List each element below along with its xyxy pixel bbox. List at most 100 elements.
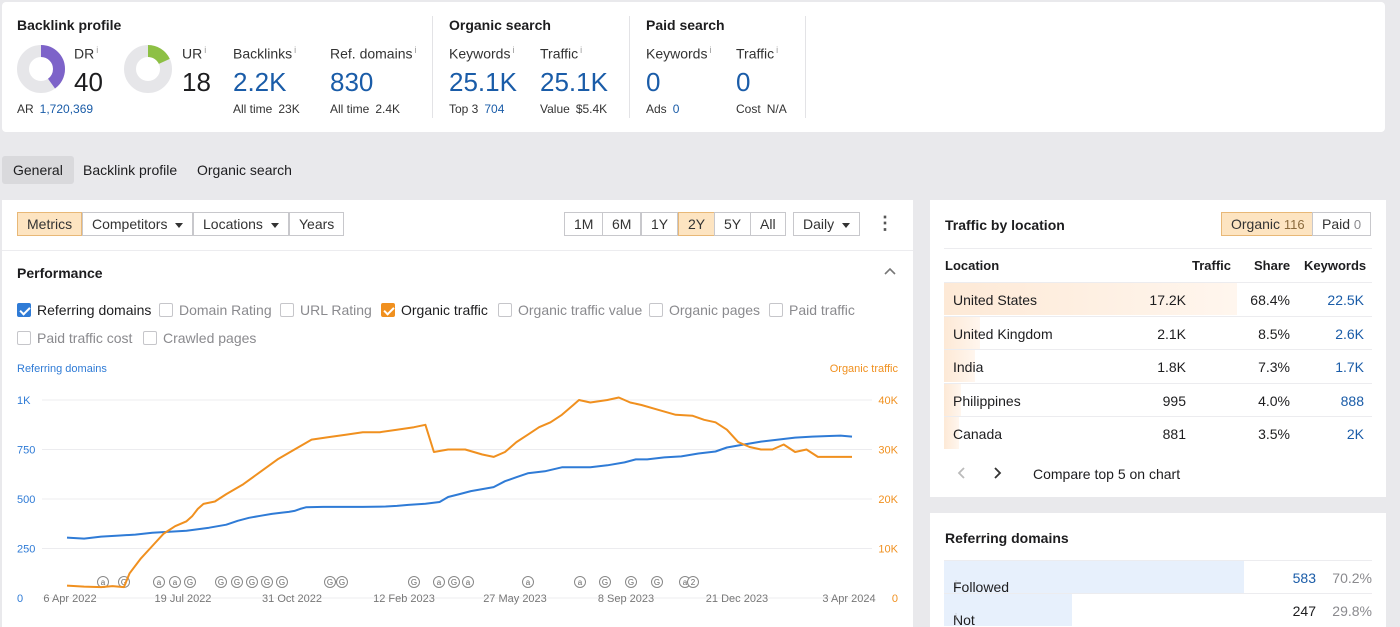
location-keywords[interactable]: 1.7K [1335,359,1364,375]
dr-value: 40 [74,67,103,97]
checkbox-box[interactable] [498,303,512,317]
location-name[interactable]: United States [953,292,1038,308]
location-traffic: 2.1K [1157,325,1186,342]
performance-chart[interactable]: Referring domains Organic traffic 1K 40K 750… [2,360,913,627]
checkbox-box[interactable] [143,331,157,345]
location-row[interactable]: Canada 881 3.5% 2K [944,416,1372,449]
checkbox-box[interactable] [17,331,31,345]
annotation-marker [522,576,534,588]
location-name[interactable]: United Kingdom [953,325,1053,342]
referring-type-value[interactable]: 247 [1292,603,1316,619]
chevron-left-icon[interactable] [957,466,967,480]
ur-label: UR i [182,45,207,62]
checkbox-referring-domains[interactable]: Referring domains [17,302,151,318]
more-menu-icon[interactable]: ⋮ [876,213,894,233]
years-button[interactable]: Years [289,212,345,236]
annotation-marker [324,576,336,588]
range-all-button[interactable]: All [750,212,786,236]
checkbox-domain-rating[interactable]: Domain Rating [159,302,272,318]
ref-domains-value[interactable]: 830 [330,67,374,97]
annotation-marker [184,576,196,588]
referring-domains-row[interactable]: Not followedi24729.8% [944,593,1372,627]
location-keywords[interactable]: 22.5K [1327,292,1364,308]
annotation-marker-label: G [602,578,608,587]
annotation-marker-label: a [526,578,531,587]
checkbox-organic-traffic[interactable]: Organic traffic [381,302,488,318]
share-bar [944,283,1237,315]
location-traffic: 881 [1162,426,1186,442]
checkbox-box[interactable] [649,303,663,317]
checkbox-box[interactable] [17,303,31,317]
locations-dropdown[interactable]: Locations [193,212,289,236]
share-bar [944,350,975,382]
traffic-by-location-card: Traffic by location Organic 116 Paid 0 L… [930,200,1386,497]
organic-traffic-value[interactable]: 25.1K [540,67,608,97]
divider [432,16,433,118]
location-keywords[interactable]: 2K [1346,426,1364,442]
checkbox-paid-traffic-cost[interactable]: Paid traffic cost [17,330,132,346]
right-tick-label: 20K [878,494,898,506]
organic-toggle[interactable]: Organic 116 [1221,212,1315,236]
annotation-marker [574,576,586,588]
tab-backlink-profile[interactable]: Backlink profile [83,162,178,178]
backlinks-value[interactable]: 2.2K [233,67,287,97]
location-keywords[interactable]: 888 [1340,392,1364,409]
location-row[interactable]: United States 17.2K 68.4% 22.5K [944,282,1372,315]
competitors-dropdown[interactable]: Competitors [82,212,194,236]
left-tick-label: 500 [17,494,35,506]
location-row[interactable]: United Kingdom 2.1K 8.5% 2.6K [944,315,1372,349]
annotation-marker [408,576,420,588]
checkbox-box[interactable] [769,303,783,317]
annotation-marker-label: a [101,578,106,587]
tab-general[interactable]: General [2,156,74,184]
x-tick-label: 3 Apr 2024 [822,593,875,605]
location-keywords[interactable]: 2.6K [1335,325,1364,342]
share-bar [944,417,959,449]
range-5y-button[interactable]: 5Y [714,212,752,236]
tab-organic-search[interactable]: Organic search [197,162,292,178]
divider [805,16,806,118]
range-6m-button[interactable]: 6M [602,212,642,236]
referring-type-value[interactable]: 583 [1292,570,1316,586]
referring-domains-row[interactable]: Followed i 583 70.2% [944,560,1372,595]
left-tick-label: 1K [17,395,31,407]
col-share: Share [1254,258,1291,273]
checkbox-box[interactable] [280,303,294,317]
checkbox-organic-pages[interactable]: Organic pages [649,302,760,318]
location-row[interactable]: Philippines 995 4.0% 888 [944,382,1372,416]
col-keywords: Keywords [1304,258,1367,273]
annotation-marker-label: G [121,578,127,587]
annotation-marker-label: G [451,578,457,587]
checkbox-url-rating[interactable]: URL Rating [280,302,372,318]
paid-toggle[interactable]: Paid 0 [1312,212,1372,236]
location-name[interactable]: India [953,359,984,375]
ref-domains-all-time: All time 2.4K [330,102,401,116]
paid-keywords-value[interactable]: 0 [646,67,661,97]
checkbox-paid-traffic[interactable]: Paid traffic [769,302,855,318]
chevron-right-icon[interactable] [992,466,1002,480]
paid-traffic-value[interactable]: 0 [736,67,751,97]
range-1y-button[interactable]: 1Y [641,212,679,236]
annotation-marker-label: 2 [691,578,696,587]
checkbox-box[interactable] [381,303,395,317]
chevron-up-icon[interactable] [883,266,897,276]
metrics-button[interactable]: Metrics [17,212,83,236]
range-1m-button[interactable]: 1M [564,212,604,236]
location-row[interactable]: India 1.8K 7.3% 1.7K [944,349,1372,382]
interval-dropdown[interactable]: Daily [793,212,861,236]
checkbox-organic-traffic-value[interactable]: Organic traffic value [498,302,642,318]
divider [944,248,1372,249]
ar-value[interactable]: 1,720,369 [39,102,94,116]
location-name[interactable]: Philippines [953,392,1021,409]
range-2y-button[interactable]: 2Y [678,212,716,236]
organic-keywords-value[interactable]: 25.1K [449,67,517,97]
annotation-marker-label: G [628,578,634,587]
checkbox-crawled-pages[interactable]: Crawled pages [143,330,256,346]
traffic-value-row: Value $5.4K [540,102,608,116]
share-bar [944,316,980,349]
location-name[interactable]: Canada [953,426,1003,442]
compare-top5-link[interactable]: Compare top 5 on chart [1033,466,1181,482]
right-tick-label: 30K [878,445,898,457]
checkbox-box[interactable] [159,303,173,317]
backlinks-label: Backlinks i [233,45,297,62]
